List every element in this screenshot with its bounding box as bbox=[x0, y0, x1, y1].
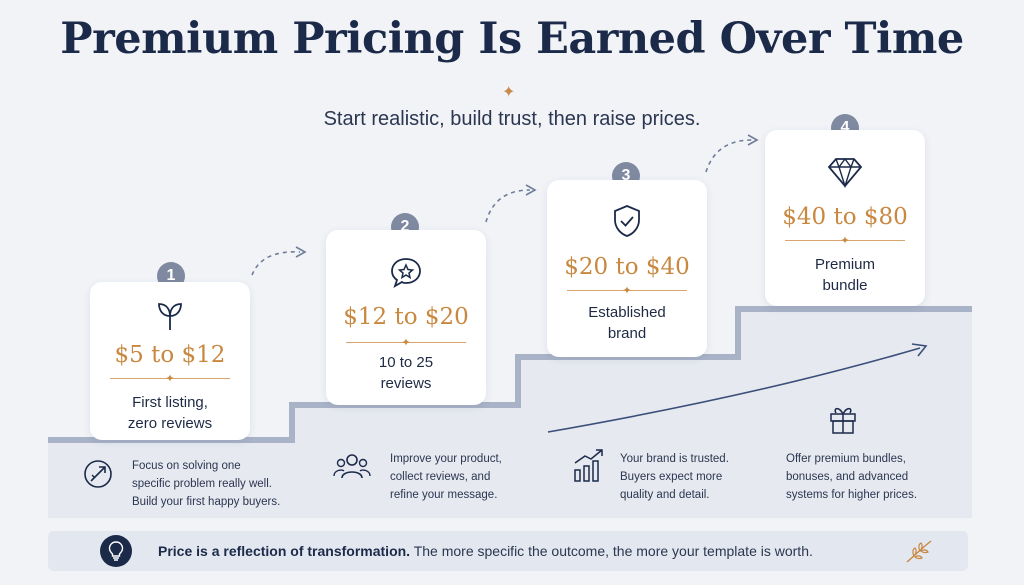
connector-arrow-3 bbox=[705, 139, 753, 173]
step-3-desc-line1: Your brand is trusted. bbox=[620, 453, 729, 465]
step-1-desc-line2: specific problem really well. bbox=[132, 478, 272, 490]
step-1-desc-line3: Build your first happy buyers. bbox=[132, 496, 281, 508]
growth-arrow-head bbox=[911, 343, 928, 357]
users-icon bbox=[332, 450, 372, 487]
step-1-price: $5 to $12 bbox=[114, 342, 226, 368]
stair-fill bbox=[48, 309, 972, 518]
step-3-card: $20 to $40 ✦ Established brand bbox=[547, 180, 707, 357]
step-2-desc-line3: refine your message. bbox=[390, 489, 498, 501]
step-1-card: $5 to $12 ✦ First listing, zero reviews bbox=[90, 282, 250, 440]
step-1-label: First listing, zero reviews bbox=[90, 392, 250, 434]
step-2-desc-line2: collect reviews, and bbox=[390, 471, 491, 483]
diamond-icon bbox=[765, 156, 925, 188]
step-4-desc-line2: bonuses, and advanced bbox=[786, 471, 909, 483]
stair-outline bbox=[48, 306, 972, 443]
sparkle-icon: ✦ bbox=[401, 337, 411, 349]
step-3-price: $20 to $40 bbox=[564, 254, 690, 280]
step-2-price: $12 to $20 bbox=[343, 304, 469, 330]
sprout-icon bbox=[90, 302, 250, 332]
step-4-label: Premium bundle bbox=[765, 254, 925, 296]
connector-arrow-1 bbox=[251, 251, 301, 276]
star-chat-icon bbox=[326, 256, 486, 288]
step-3-label-line2: brand bbox=[607, 325, 647, 342]
step-1-label-line2: zero reviews bbox=[127, 415, 213, 432]
step-4-label-line2: bundle bbox=[822, 277, 868, 294]
step-3-desc-line3: quality and detail. bbox=[620, 489, 710, 501]
shield-check-icon bbox=[547, 204, 707, 238]
step-4-card: $40 to $80 ✦ Premium bundle bbox=[765, 130, 925, 306]
gift-icon bbox=[828, 403, 858, 440]
step-4-description: Offer premium bundles, bonuses, and adva… bbox=[786, 450, 917, 504]
sparkle-icon: ✦ bbox=[622, 285, 632, 297]
step-3-desc-line2: Buyers expect more bbox=[620, 471, 723, 483]
step-2-desc-line1: Improve your product, bbox=[390, 453, 502, 465]
footer-banner: Price is a reflection of transformation.… bbox=[48, 531, 968, 571]
step-1-divider bbox=[110, 378, 230, 379]
step-3-divider bbox=[567, 290, 687, 291]
step-4-desc-line3: systems for higher prices. bbox=[786, 489, 918, 501]
step-2-label-line2: reviews bbox=[380, 375, 432, 392]
step-2-card: $12 to $20 ✦ 10 to 25 reviews bbox=[326, 230, 486, 405]
step-2-divider bbox=[346, 342, 466, 343]
footer-bold-text: Price is a reflection of transformation. bbox=[158, 543, 411, 559]
growth-arrow bbox=[547, 347, 921, 433]
sparkle-icon: ✦ bbox=[165, 373, 175, 385]
sparkle-icon: ✦ bbox=[502, 84, 516, 101]
connector-arrow-2-head bbox=[525, 184, 537, 196]
step-4-divider bbox=[785, 240, 905, 241]
step-3-description: Your brand is trusted. Buyers expect mor… bbox=[620, 450, 729, 504]
step-3-label-line1: Established bbox=[588, 304, 666, 321]
page-subtitle: Start realistic, build trust, then raise… bbox=[323, 108, 701, 130]
step-4-label-line1: Premium bbox=[814, 256, 875, 273]
page-title: Premium Pricing Is Earned Over Time bbox=[60, 14, 964, 64]
step-2-label-line1: 10 to 25 bbox=[378, 354, 434, 371]
step-2-label: 10 to 25 reviews bbox=[326, 352, 486, 394]
step-3-label: Established brand bbox=[547, 302, 707, 344]
step-2-description: Improve your product, collect reviews, a… bbox=[390, 450, 502, 504]
growth-chart-icon bbox=[572, 446, 606, 489]
step-4-price: $40 to $80 bbox=[782, 204, 908, 230]
footer-body-text: The more specific the outcome, the more … bbox=[410, 543, 813, 559]
step-4-desc-line1: Offer premium bundles, bbox=[786, 453, 906, 465]
target-arrow-icon bbox=[82, 458, 114, 495]
connector-arrow-1-head bbox=[295, 246, 307, 258]
step-1-desc-line1: Focus on solving one bbox=[132, 460, 241, 472]
lightbulb-icon bbox=[100, 535, 132, 567]
connector-arrow-2 bbox=[485, 189, 531, 223]
sparkle-icon: ✦ bbox=[840, 235, 850, 247]
laurel-icon bbox=[904, 538, 934, 569]
footer-message: Price is a reflection of transformation.… bbox=[158, 543, 813, 559]
step-1-description: Focus on solving one specific problem re… bbox=[132, 457, 280, 511]
step-1-label-line1: First listing, bbox=[132, 394, 208, 411]
connector-arrow-3-head bbox=[747, 134, 759, 146]
